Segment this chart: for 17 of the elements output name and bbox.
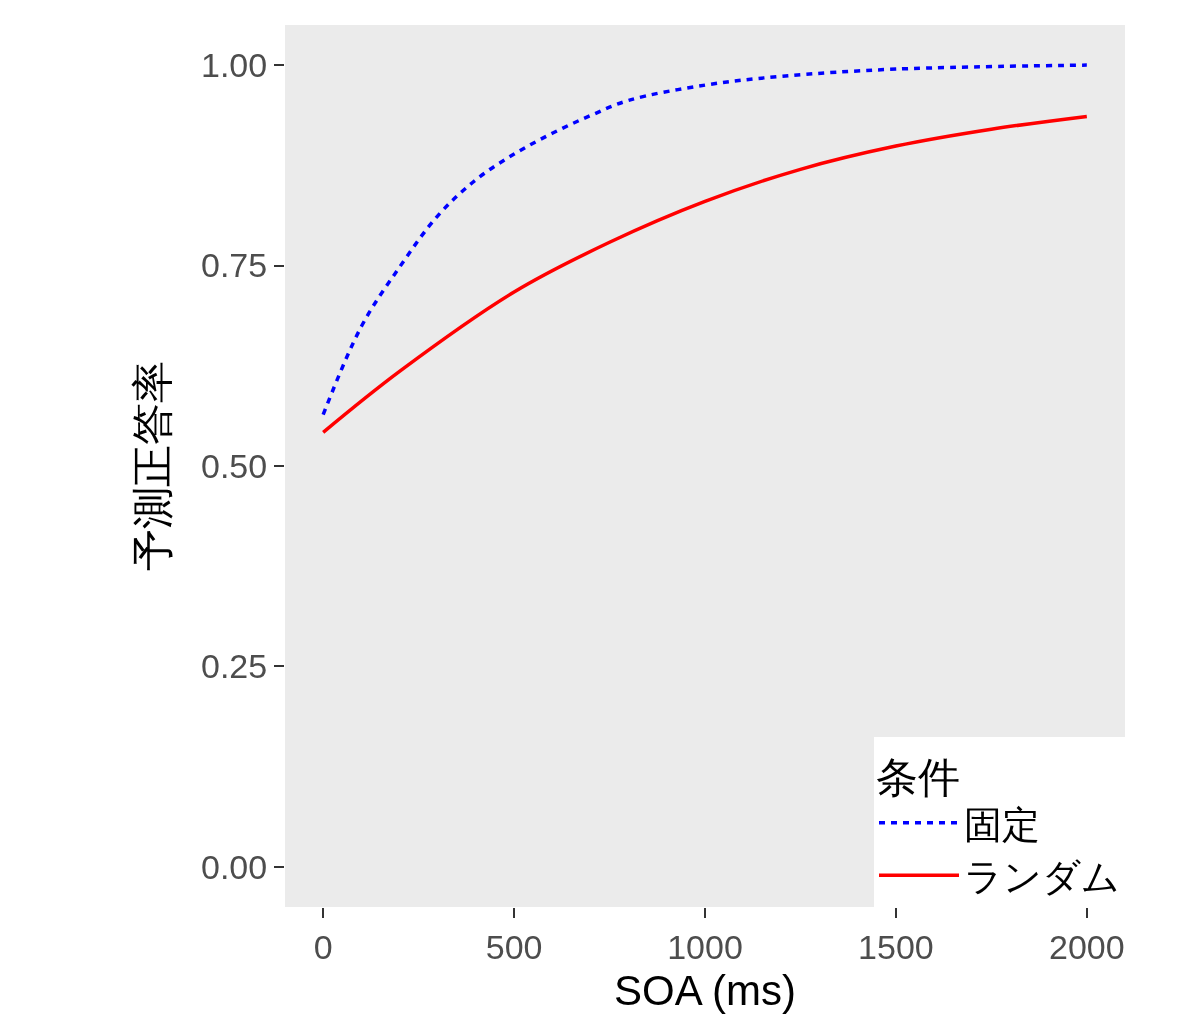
x-tick-label: 1500 <box>858 927 934 966</box>
x-tick-label: 1000 <box>667 927 743 966</box>
x-tick-label: 2000 <box>1049 927 1125 966</box>
line-series <box>321 114 1089 435</box>
y-tick-label: 1.00 <box>201 45 268 84</box>
x-tick-label: 0 <box>313 927 333 966</box>
legend-title: 条件 <box>876 753 960 801</box>
legend-label: 固定 <box>964 803 1040 846</box>
x-axis-title: SOA (ms) <box>613 966 797 1014</box>
y-axis-title: 予測正答率 <box>128 361 176 571</box>
y-tick-label: 0.25 <box>201 647 268 686</box>
y-tick-label: 0.75 <box>201 246 268 285</box>
x-tick-label: 500 <box>485 927 543 966</box>
line-series <box>321 63 1089 417</box>
y-tick-label: 0.50 <box>201 446 268 485</box>
legend-label: ランダム <box>964 856 1120 899</box>
y-tick-label: 0.00 <box>201 847 268 886</box>
